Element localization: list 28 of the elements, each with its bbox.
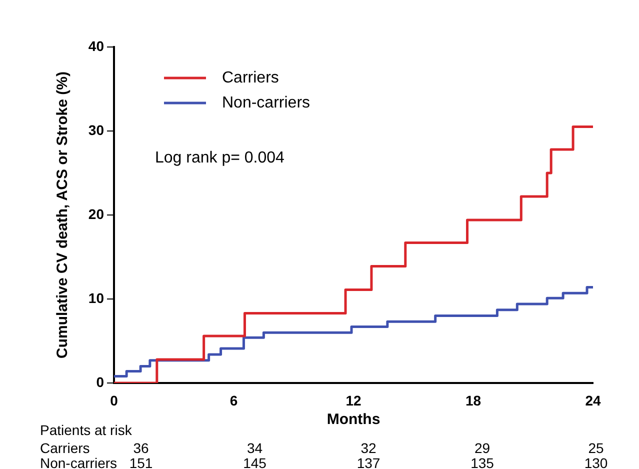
text: 130: [584, 454, 608, 469]
x-tick-label: 18: [465, 392, 482, 408]
text: Non-carriers: [40, 454, 118, 469]
text: 135: [470, 454, 494, 469]
text: 29: [474, 440, 490, 456]
annotation: Log rank p= 0.004: [155, 149, 285, 166]
text: 36: [133, 440, 149, 456]
legend-label: Non-carriers: [222, 94, 310, 112]
x-tick-label: 24: [585, 392, 601, 408]
y-tick-label: 40: [88, 38, 104, 54]
legend-label: Carriers: [222, 69, 279, 86]
x-tick-label: 12: [346, 392, 362, 408]
y-tick-label: 30: [88, 122, 104, 138]
y-tick-label: 20: [88, 206, 104, 222]
text: 25: [588, 440, 604, 456]
y-axis-title: Cumulative CV death, ACS or Stroke (%): [54, 72, 72, 358]
text: 137: [356, 454, 380, 469]
x-axis-title: Months: [326, 411, 380, 428]
text: 32: [360, 440, 376, 456]
y-tick-label: 10: [88, 290, 104, 306]
y-tick-label: 0: [96, 374, 104, 390]
text: 151: [129, 454, 153, 469]
text: 145: [243, 454, 267, 469]
text: Carriers: [40, 440, 90, 456]
x-tick-label: 6: [230, 392, 238, 408]
text: Patients at risk: [40, 422, 133, 438]
x-tick-label: 0: [110, 392, 118, 408]
text: 34: [246, 440, 263, 456]
